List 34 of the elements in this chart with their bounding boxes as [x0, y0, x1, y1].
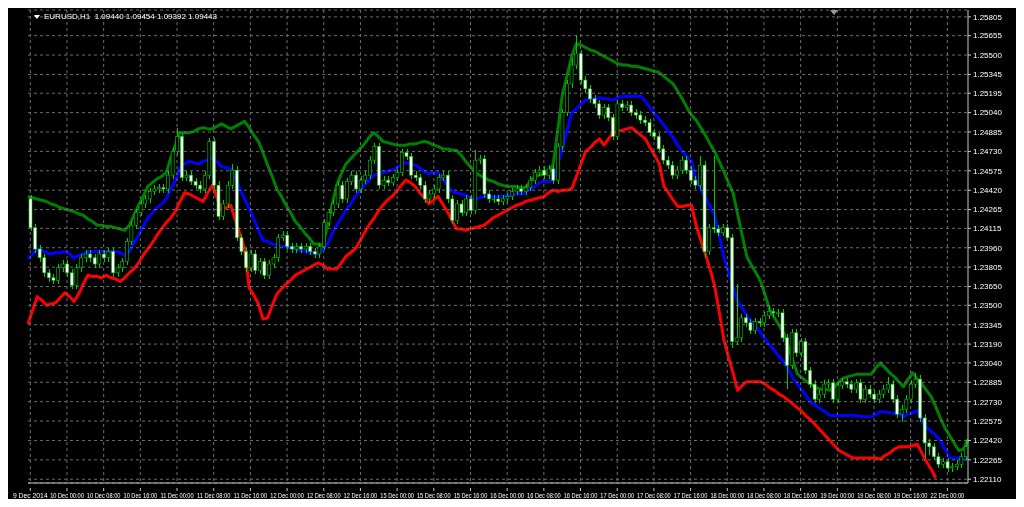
y-tick-label: 1.22420 — [973, 436, 1003, 446]
candlestick — [262, 257, 267, 280]
y-tick-label: 1.24115 — [973, 224, 1002, 234]
y-tick-label: 1.22110 — [973, 475, 1002, 485]
y-tick-label: 1.23190 — [973, 339, 1003, 349]
y-tick-label: 1.24265 — [973, 205, 1003, 215]
y-tick-label: 1.25805 — [973, 12, 1003, 22]
y-tick-label: 1.22885 — [973, 378, 1003, 388]
y-tick-label: 1.23500 — [973, 301, 1003, 311]
y-tick-label: 1.24575 — [973, 166, 1003, 176]
y-tick-label: 1.25040 — [973, 108, 1003, 118]
y-tick-label: 1.23650 — [973, 282, 1003, 292]
candlestick — [248, 249, 253, 273]
candlestick — [835, 380, 840, 404]
chart-title: EURUSD,H1 1.09440 1.09454 1.09392 1.09443 — [44, 12, 218, 21]
y-tick-label: 1.23960 — [973, 243, 1003, 253]
y-tick-label: 1.23040 — [973, 358, 1003, 368]
candlestick — [285, 230, 290, 251]
y-tick-label: 1.24885 — [973, 127, 1003, 137]
y-tick-label: 1.24730 — [973, 147, 1003, 157]
y-tick-label: 1.22730 — [973, 397, 1003, 407]
y-tick-label: 1.24420 — [973, 186, 1003, 196]
candlestick — [340, 180, 345, 204]
y-tick-label: 1.23805 — [973, 262, 1003, 272]
candlestick — [436, 173, 441, 194]
candlestick — [858, 378, 863, 404]
y-tick-label: 1.25345 — [973, 70, 1003, 80]
y-tick-label: 1.25655 — [973, 31, 1003, 41]
y-tick-label: 1.25500 — [973, 50, 1003, 60]
y-tick-label: 1.23345 — [973, 320, 1003, 330]
y-tick-label: 1.22265 — [973, 455, 1003, 465]
candlestick — [335, 180, 340, 209]
y-tick-label: 1.25195 — [973, 89, 1003, 99]
y-tick-label: 1.22575 — [973, 416, 1003, 426]
